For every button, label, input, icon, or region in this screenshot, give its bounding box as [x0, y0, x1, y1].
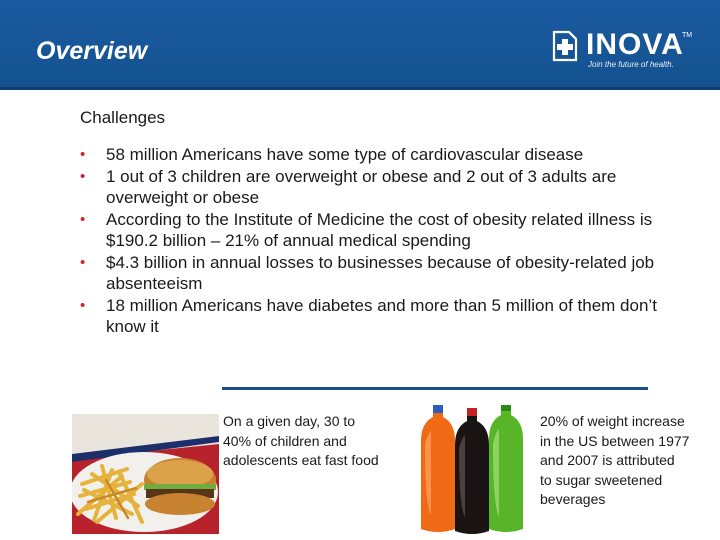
bullet-icon: •	[80, 297, 86, 314]
fast-food-caption: On a given day, 30 to 40% of children an…	[223, 413, 379, 468]
list-item: • According to the Institute of Medicine…	[80, 209, 680, 251]
list-item: • $4.3 billion in annual losses to busin…	[80, 252, 680, 294]
list-item-text: $4.3 billion in annual losses to busines…	[106, 253, 655, 293]
logo-trademark: TM	[682, 32, 693, 39]
list-item-text: According to the Institute of Medicine t…	[106, 210, 653, 250]
bullet-icon: •	[80, 254, 86, 271]
section-divider	[222, 387, 648, 390]
bullet-icon: •	[80, 211, 86, 228]
beverages-caption: 20% of weight increase in the US between…	[540, 413, 690, 507]
inova-logo: INOVA TM Join the future of health.	[552, 26, 692, 72]
list-item: • 1 out of 3 children are overweight or …	[80, 166, 680, 208]
bullet-icon: •	[80, 168, 86, 185]
fries-and-burger-photo	[72, 414, 219, 534]
inova-cross-icon	[552, 30, 578, 62]
soda-bottles-photo	[413, 405, 535, 537]
slide-title: Overview	[36, 37, 148, 65]
logo-tagline: Join the future of health.	[588, 60, 674, 69]
section-heading: Challenges	[80, 108, 166, 127]
list-item-text: 18 million Americans have diabetes and m…	[106, 296, 657, 336]
list-item-text: 1 out of 3 children are overweight or ob…	[106, 167, 617, 207]
challenge-list: • 58 million Americans have some type of…	[80, 144, 680, 337]
bullet-icon: •	[80, 146, 86, 163]
list-item-text: 58 million Americans have some type of c…	[106, 145, 584, 164]
logo-wordmark: INOVA	[586, 28, 684, 61]
slide-header: Overview INOVA TM Join the future of hea…	[0, 0, 720, 90]
list-item: • 18 million Americans have diabetes and…	[80, 295, 680, 337]
list-item: • 58 million Americans have some type of…	[80, 144, 680, 165]
